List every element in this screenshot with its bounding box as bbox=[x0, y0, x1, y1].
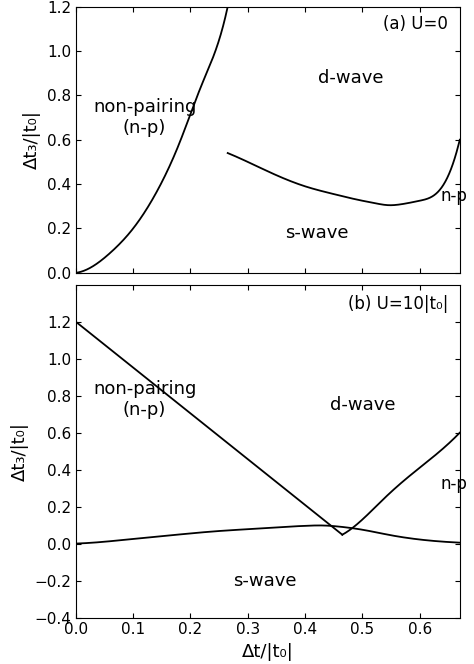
Y-axis label: Δt₃/|t₀|: Δt₃/|t₀| bbox=[23, 110, 41, 169]
Y-axis label: Δt₃/|t₀|: Δt₃/|t₀| bbox=[10, 422, 28, 481]
Text: s-wave: s-wave bbox=[233, 572, 297, 590]
X-axis label: Δt/|t₀|: Δt/|t₀| bbox=[242, 643, 294, 661]
Text: non-pairing
(n-p): non-pairing (n-p) bbox=[93, 98, 196, 137]
Text: (b) U=10|t₀|: (b) U=10|t₀| bbox=[348, 295, 448, 313]
Text: d-wave: d-wave bbox=[318, 68, 383, 86]
Text: d-wave: d-wave bbox=[329, 396, 395, 414]
Text: n-p: n-p bbox=[441, 475, 468, 493]
Text: s-wave: s-wave bbox=[285, 224, 348, 242]
Text: n-p: n-p bbox=[441, 187, 468, 205]
Text: (a) U=0: (a) U=0 bbox=[383, 15, 448, 33]
Text: non-pairing
(n-p): non-pairing (n-p) bbox=[93, 380, 196, 419]
